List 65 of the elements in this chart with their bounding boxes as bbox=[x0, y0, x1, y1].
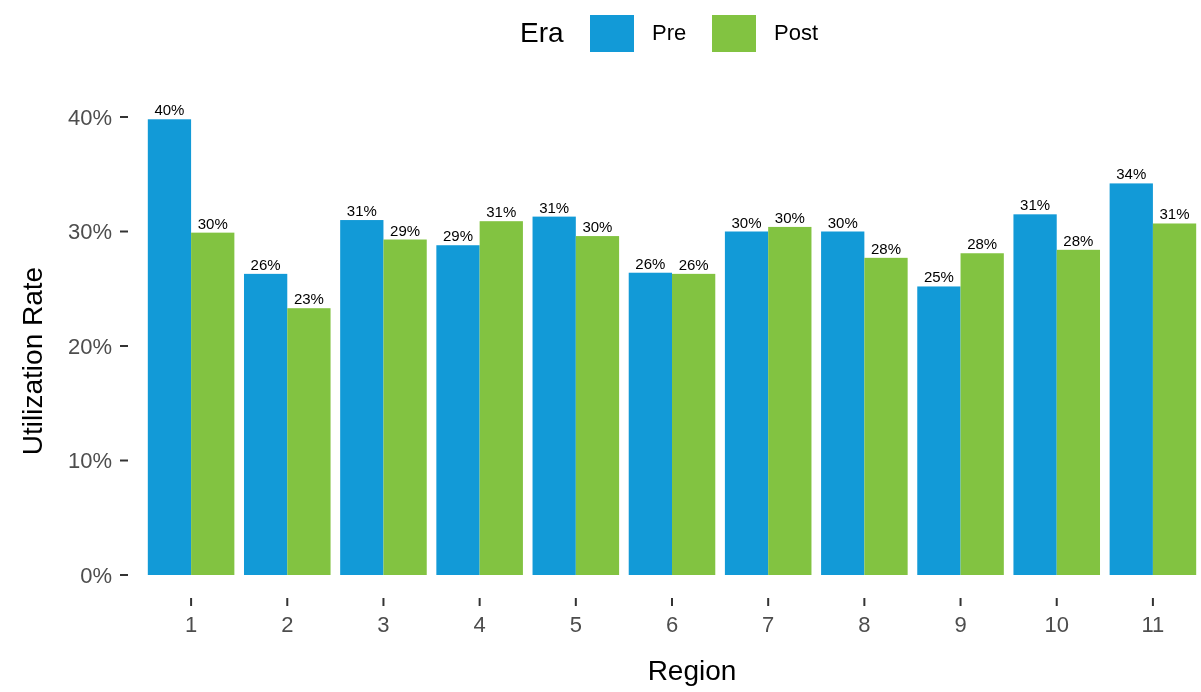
data-label: 30% bbox=[197, 214, 228, 232]
x-axis-title: Region bbox=[647, 655, 737, 686]
data-label: 26% bbox=[635, 254, 666, 272]
data-label: 30% bbox=[827, 213, 858, 231]
y-tick-label: 40% bbox=[67, 104, 112, 130]
bar bbox=[724, 231, 769, 575]
y-tick-label: 10% bbox=[67, 448, 112, 474]
data-label: 26% bbox=[678, 255, 709, 273]
bar bbox=[1056, 249, 1101, 575]
x-tick-label: 9 bbox=[954, 612, 967, 637]
bar bbox=[243, 273, 288, 575]
bar bbox=[575, 236, 620, 575]
data-label: 28% bbox=[870, 239, 902, 257]
data-label: 30% bbox=[774, 208, 805, 226]
legend-title: Era bbox=[520, 17, 564, 48]
data-label: 23% bbox=[293, 290, 324, 308]
x-tick-label: 4 bbox=[473, 612, 486, 637]
x-tick-label: 11 bbox=[1141, 612, 1165, 637]
bar bbox=[821, 231, 865, 575]
bar bbox=[191, 232, 235, 575]
data-label: 25% bbox=[923, 268, 954, 286]
bar bbox=[628, 272, 672, 575]
bar bbox=[1152, 223, 1197, 575]
data-label: 30% bbox=[582, 218, 613, 236]
data-label: 31% bbox=[486, 203, 517, 221]
data-label: 31% bbox=[539, 198, 570, 216]
y-axis-title: Utilization Rate bbox=[17, 266, 48, 456]
bar bbox=[340, 220, 384, 575]
x-tick-label: 5 bbox=[569, 612, 582, 637]
bar bbox=[917, 286, 961, 575]
x-tick-label: 8 bbox=[858, 612, 871, 637]
data-label: 31% bbox=[1020, 196, 1051, 214]
data-label: 30% bbox=[731, 213, 762, 231]
x-tick-label: 6 bbox=[665, 612, 679, 637]
data-label: 31% bbox=[1159, 205, 1190, 223]
data-label: 28% bbox=[967, 235, 998, 253]
data-label: 31% bbox=[346, 202, 377, 220]
bar bbox=[1109, 183, 1153, 575]
bar bbox=[383, 239, 427, 575]
bar bbox=[960, 253, 1004, 575]
data-label: 34% bbox=[1116, 165, 1147, 183]
x-tick-label: 2 bbox=[281, 612, 294, 637]
data-label: 26% bbox=[250, 255, 281, 273]
legend-label: Pre bbox=[652, 20, 687, 45]
x-tick-label: 1 bbox=[184, 612, 198, 637]
data-label: 29% bbox=[442, 227, 474, 245]
bar bbox=[672, 273, 716, 575]
legend-label: Post bbox=[774, 20, 819, 45]
data-label: 29% bbox=[390, 221, 421, 239]
x-tick-label: 10 bbox=[1044, 612, 1069, 637]
bar bbox=[768, 226, 812, 575]
bar bbox=[147, 119, 192, 575]
y-tick-label: 0% bbox=[80, 562, 112, 588]
data-label: 28% bbox=[1063, 231, 1094, 249]
bar bbox=[479, 221, 523, 575]
bar bbox=[287, 308, 331, 575]
x-tick-label: 3 bbox=[377, 612, 390, 637]
y-tick-label: 20% bbox=[67, 333, 112, 359]
data-label: 40% bbox=[154, 101, 185, 119]
bar bbox=[864, 257, 908, 575]
bar bbox=[532, 216, 576, 575]
bar bbox=[436, 245, 480, 575]
bar bbox=[1013, 214, 1057, 575]
y-tick-label: 30% bbox=[67, 219, 112, 245]
x-tick-label: 7 bbox=[762, 612, 775, 637]
